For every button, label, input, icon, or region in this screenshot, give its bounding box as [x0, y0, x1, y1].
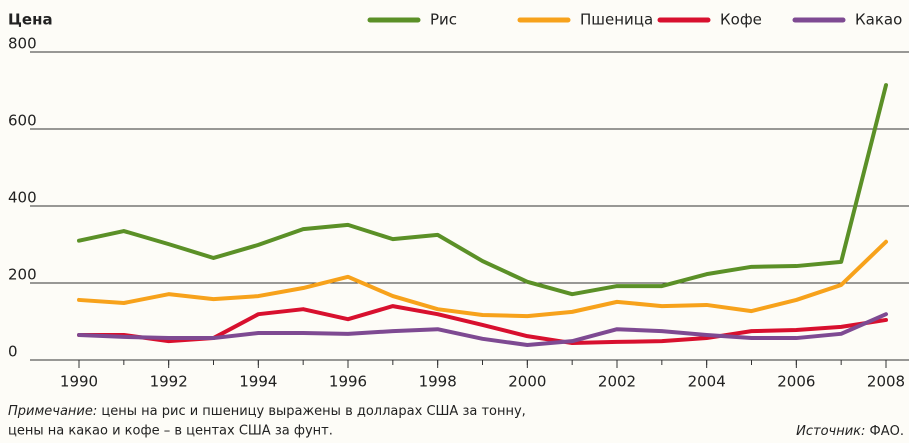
x-tick-label: 2002 — [598, 373, 636, 391]
series-line — [77, 239, 888, 319]
x-tick-label: 2004 — [688, 373, 726, 391]
x-tick-label: 1998 — [419, 373, 457, 391]
x-tick-label: 1996 — [329, 373, 367, 391]
x-tick-label: 2008 — [867, 373, 905, 391]
x-tick-label: 1992 — [150, 373, 188, 391]
legend-label: Пшеница — [580, 11, 653, 29]
y-axis-label: Цена — [8, 11, 53, 29]
note-line: цены на какао и кофе – в центах США за ф… — [8, 424, 333, 439]
note-line: цены на рис и пшеницу выражены в доллара… — [101, 404, 525, 419]
legend-label: Рис — [430, 11, 457, 29]
x-tick-label: 1994 — [239, 373, 277, 391]
y-tick-label: 0 — [8, 343, 18, 361]
source-label: Источник: — [796, 424, 865, 439]
x-tick-label: 1990 — [60, 373, 98, 391]
series-line — [77, 312, 888, 347]
note: Примечание: цены на рис и пшеницу выраже… — [8, 404, 526, 419]
y-tick-label: 400 — [8, 189, 37, 207]
source-text: ФАО. — [870, 424, 904, 439]
y-tick-label: 600 — [8, 112, 37, 130]
x-tick-label: 2000 — [508, 373, 546, 391]
y-tick-label: 800 — [8, 35, 37, 53]
x-tick-label: 2006 — [777, 373, 815, 391]
legend-label: Какао — [855, 11, 902, 29]
y-tick-label: 200 — [8, 266, 37, 284]
note-label: Примечание: — [8, 404, 97, 419]
source: Источник: ФАО. — [796, 424, 904, 439]
series-line — [77, 83, 888, 297]
legend-label: Кофе — [720, 11, 762, 29]
